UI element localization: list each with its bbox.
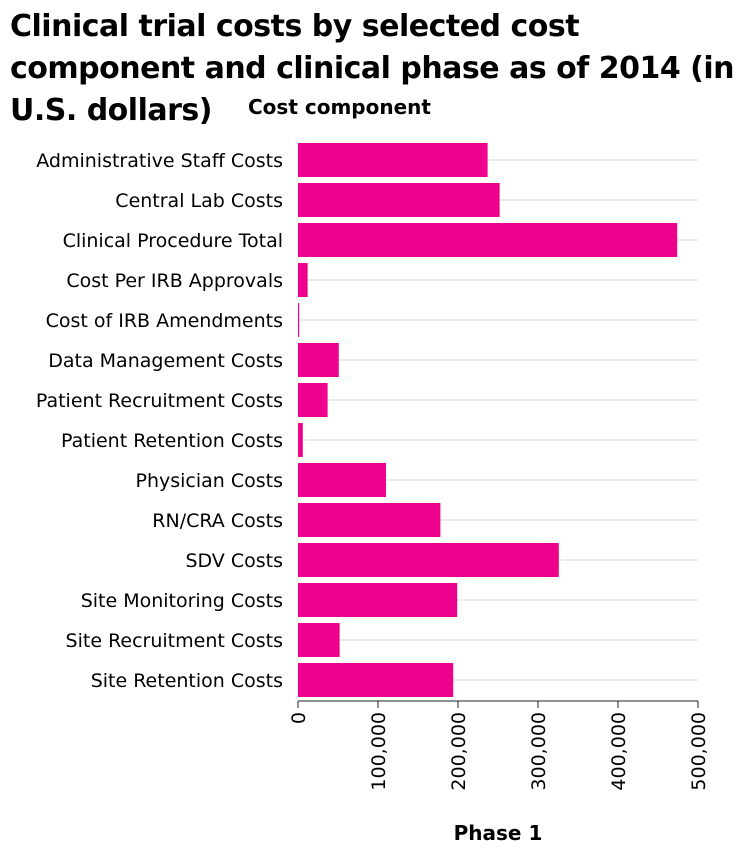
x-tick-label: 300,000 (528, 712, 550, 791)
x-axis-title: Phase 1 (454, 821, 543, 845)
x-tick-label: 0 (288, 712, 310, 724)
category-label: Site Retention Costs (91, 670, 283, 692)
x-tick-label: 200,000 (448, 712, 470, 791)
category-label: Cost Per IRB Approvals (66, 270, 283, 292)
bar (298, 583, 458, 617)
chart-title: Clinical trial costs by selected cost co… (10, 9, 735, 128)
bar (298, 143, 488, 177)
y-axis-title: Cost component (248, 95, 431, 119)
bar (298, 663, 454, 697)
category-label: SDV Costs (185, 550, 283, 572)
category-label: Site Recruitment Costs (66, 630, 283, 652)
bar (298, 383, 328, 417)
bar (298, 343, 339, 377)
bar (298, 623, 340, 657)
category-label: Patient Recruitment Costs (36, 390, 283, 412)
bar (298, 183, 500, 217)
x-tick-label: 400,000 (608, 712, 630, 791)
category-label: Physician Costs (135, 470, 283, 492)
category-label: Central Lab Costs (115, 190, 283, 212)
bars (298, 143, 678, 697)
bar (298, 263, 308, 297)
bar (298, 543, 559, 577)
category-label: Site Monitoring Costs (81, 590, 283, 612)
x-axis-ticks: 0 100,000 200,000 300,000 400,000 500,000 (288, 701, 710, 791)
category-label: Administrative Staff Costs (36, 150, 283, 172)
category-label: Patient Retention Costs (61, 430, 283, 452)
category-label: Data Management Costs (48, 350, 283, 372)
bar (298, 503, 441, 537)
bar (298, 223, 678, 257)
category-labels: Administrative Staff Costs Central Lab Co… (36, 150, 283, 692)
bar (298, 303, 300, 337)
x-tick-label: 100,000 (368, 712, 390, 791)
bar (298, 463, 386, 497)
x-tick-label: 500,000 (688, 712, 710, 791)
category-label: RN/CRA Costs (152, 510, 283, 532)
category-label: Cost of IRB Amendments (46, 310, 283, 332)
category-label: Clinical Procedure Total (63, 230, 283, 252)
bar (298, 423, 303, 457)
